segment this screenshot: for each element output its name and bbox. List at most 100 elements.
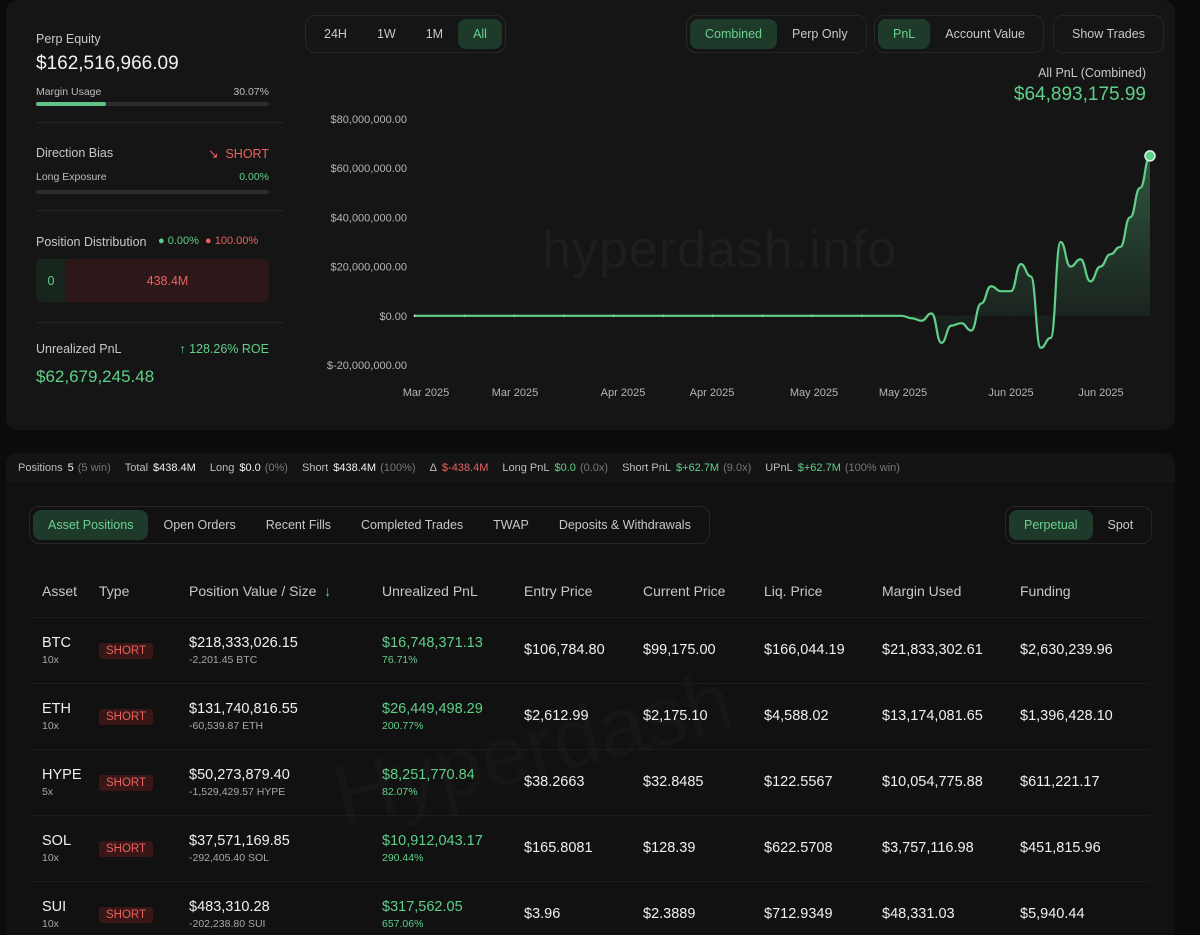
cell-type: SHORT	[99, 880, 189, 935]
summary-upnl-value: $+62.7M	[797, 462, 841, 474]
tab-open-orders[interactable]: Open Orders	[163, 518, 236, 532]
x-tick-label: Mar 2025	[403, 387, 449, 399]
cell-asset[interactable]: HYPE 5x	[29, 748, 99, 815]
long-exposure-value: 0.00%	[239, 171, 269, 183]
roe-value: 128.26% ROE	[189, 342, 269, 356]
pnl-line	[415, 154, 1152, 349]
table-row[interactable]: HYPE 5x SHORT $50,273,879.40 -1,529,429.57 H…	[29, 748, 1150, 815]
tab-perpetual[interactable]: Perpetual	[1009, 510, 1093, 540]
asset-leverage: 10x	[42, 851, 59, 864]
header-type[interactable]: Type	[99, 582, 130, 599]
tab-recent-fills[interactable]: Recent Fills	[265, 518, 332, 532]
cell-asset[interactable]: SOL 10x	[29, 814, 99, 881]
header-margin-used[interactable]: Margin Used	[882, 582, 962, 599]
positions-table: Asset Type Position Value / Size ↓ Unrea…	[29, 565, 1150, 935]
tab-pnl[interactable]: PnL	[878, 19, 931, 49]
header-asset[interactable]: Asset	[42, 582, 78, 599]
positions-tabs: Asset Positions Open Orders Recent Fills…	[29, 506, 710, 544]
asset-symbol: HYPE	[42, 766, 82, 783]
summary-shortpnl-meta: (9.0x)	[723, 462, 752, 474]
position-value: $483,310.28	[189, 898, 270, 915]
table-row[interactable]: SUI 10x SHORT $483,310.28 -202,238.80 SUI $31…	[29, 880, 1150, 935]
cell-position-value: $483,310.28 -202,238.80 SUI	[189, 880, 382, 935]
summary-long-value: $0.0	[239, 462, 261, 474]
header-position-value[interactable]: Position Value / Size ↓	[189, 565, 382, 617]
divider	[36, 122, 284, 123]
cell-funding: $611,221.17	[1020, 748, 1150, 815]
cell-asset[interactable]: ETH 10x	[29, 682, 99, 749]
tab-combined[interactable]: Combined	[690, 19, 777, 49]
cell-type: SHORT	[99, 616, 189, 683]
asset-leverage: 10x	[42, 653, 59, 666]
cell-asset[interactable]: BTC 10x	[29, 616, 99, 683]
show-trades-button[interactable]: Show Trades	[1072, 27, 1145, 41]
pnl-end-point[interactable]	[1144, 150, 1156, 162]
cell-position-value: $131,740,816.55 -60,539.87 ETH	[189, 682, 382, 749]
tab-spot[interactable]: Spot	[1107, 518, 1134, 532]
cell-liq-price: $4,588.02	[764, 682, 882, 749]
tab-completed-trades[interactable]: Completed Trades	[361, 518, 464, 532]
cell-margin-used: $10,054,775.88	[882, 748, 1020, 815]
tab-account-value[interactable]: Account Value	[945, 27, 1025, 41]
x-tick-label: Mar 2025	[492, 387, 538, 399]
pnl-percent: 657.06%	[382, 917, 424, 930]
margin-usage-fill	[36, 102, 107, 106]
pnl-chart[interactable]: $80,000,000.00 $60,000,000.00 $40,000,000.…	[300, 100, 1170, 405]
divider	[36, 322, 284, 323]
y-tick-label: $80,000,000.00	[331, 114, 407, 126]
cell-current-price: $128.39	[643, 814, 764, 881]
tab-deposits-withdrawals[interactable]: Deposits & Withdrawals	[558, 518, 691, 532]
long-exposure-bar	[36, 190, 269, 194]
asset-symbol: ETH	[42, 700, 71, 717]
x-tick-label: May 2025	[879, 387, 927, 399]
header-unrealized-pnl[interactable]: Unrealized PnL	[382, 582, 478, 599]
position-size: -292,405.40 SOL	[189, 851, 269, 864]
long-exposure-label: Long Exposure	[36, 171, 107, 183]
dist-long-amount: 0	[36, 259, 66, 302]
cell-current-price: $99,175.00	[643, 616, 764, 683]
table-header: Asset Type Position Value / Size ↓ Unrea…	[29, 565, 1150, 617]
table-row[interactable]: ETH 10x SHORT $131,740,816.55 -60,539.87 ETH…	[29, 682, 1150, 749]
tab-1w[interactable]: 1W	[376, 27, 396, 41]
tab-all[interactable]: All	[458, 19, 502, 49]
header-current-price[interactable]: Current Price	[643, 582, 726, 599]
x-tick-label: Apr 2025	[690, 387, 735, 399]
header-liq-price[interactable]: Liq. Price	[764, 582, 823, 599]
table-row[interactable]: SOL 10x SHORT $37,571,169.85 -292,405.40 SOL…	[29, 814, 1150, 881]
cell-type: SHORT	[99, 814, 189, 881]
summary-short-meta: (100%)	[380, 462, 416, 474]
cell-unrealized-pnl: $26,449,498.29 200.77%	[382, 682, 524, 749]
tab-twap[interactable]: TWAP	[493, 518, 529, 532]
cell-asset[interactable]: SUI 10x	[29, 880, 99, 935]
range-tabs: 24H 1W 1M All	[305, 15, 506, 53]
chart-header-value: $64,893,175.99	[1013, 84, 1146, 105]
cell-margin-used: $3,757,116.98	[882, 814, 1020, 881]
dist-short-pct: 100.00%	[214, 235, 259, 247]
type-badge: SHORT	[99, 708, 154, 725]
header-funding[interactable]: Funding	[1020, 582, 1071, 599]
pnl-percent: 290.44%	[382, 851, 424, 864]
position-distribution-bar: 0 438.4M	[36, 259, 269, 302]
summary-longpnl-value: $0.0	[554, 462, 576, 474]
cell-entry-price: $106,784.80	[524, 616, 643, 683]
type-badge: SHORT	[99, 774, 154, 791]
pnl-value: $26,449,498.29	[382, 700, 483, 717]
tab-24h[interactable]: 24H	[324, 27, 347, 41]
header-position-value-text: Position Value / Size	[189, 582, 317, 599]
x-tick-label: Jun 2025	[1078, 387, 1123, 399]
y-tick-label: $60,000,000.00	[331, 163, 407, 175]
pnl-value: $16,748,371.13	[382, 634, 483, 651]
sort-desc-icon[interactable]: ↓	[324, 582, 332, 599]
x-tick-label: Jun 2025	[988, 387, 1033, 399]
show-trades-group: Show Trades	[1053, 15, 1164, 53]
tab-perp-only[interactable]: Perp Only	[791, 27, 848, 41]
asset-leverage: 5x	[42, 785, 54, 798]
table-row[interactable]: BTC 10x SHORT $218,333,026.15 -2,201.45 BTC $…	[29, 616, 1150, 683]
tab-1m[interactable]: 1M	[425, 27, 444, 41]
cell-unrealized-pnl: $317,562.05 657.06%	[382, 880, 524, 935]
header-entry-price[interactable]: Entry Price	[524, 582, 593, 599]
position-value: $37,571,169.85	[189, 832, 290, 849]
long-dot-icon: ●	[158, 235, 165, 247]
tab-asset-positions[interactable]: Asset Positions	[33, 510, 149, 540]
cell-unrealized-pnl: $10,912,043.17 290.44%	[382, 814, 524, 881]
